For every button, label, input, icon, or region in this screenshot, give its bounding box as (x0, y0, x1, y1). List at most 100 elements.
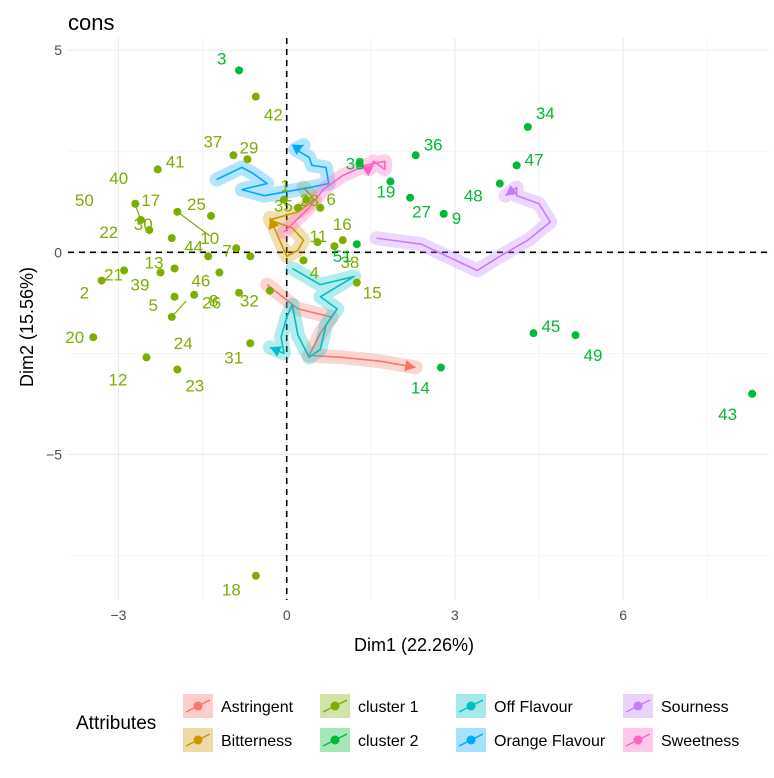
legend-label-bitterness: Bitterness (221, 733, 292, 750)
point-49 (571, 331, 580, 340)
point-label-50: 50 (75, 191, 94, 210)
point-47 (512, 161, 521, 170)
point-label-35: 35 (274, 197, 293, 216)
trajectory-arrow-orange-flavour (291, 144, 304, 155)
point-34 (523, 122, 532, 131)
leader-line-22 (148, 229, 151, 233)
point-label-45: 45 (541, 317, 560, 336)
point-label-16: 16 (333, 215, 352, 234)
trajectory-line-astringent (266, 284, 416, 369)
point-label-40: 40 (109, 169, 128, 188)
point-label-3: 3 (217, 49, 226, 68)
point-label-7: 7 (222, 241, 231, 260)
point-21 (120, 266, 129, 275)
point-5 (170, 292, 179, 301)
point-23 (173, 365, 182, 374)
point-26 (190, 290, 199, 299)
leader-line-24 (171, 300, 187, 318)
point-label-33: 33 (346, 154, 365, 173)
legend-label-cluster-1: cluster 1 (358, 699, 419, 716)
legend-key-point-bitterness (193, 735, 203, 745)
point-label-4: 4 (310, 263, 319, 282)
point-15 (352, 278, 361, 287)
point-label-15: 15 (363, 284, 382, 303)
legend-key-point-off-flavour (466, 701, 476, 711)
point-8 (235, 288, 244, 297)
point-43 (748, 389, 757, 398)
point-label-43: 43 (718, 405, 737, 424)
point-label-22: 22 (99, 223, 118, 242)
x-tick-label: 0 (283, 607, 291, 623)
legend-label-astringent: Astringent (221, 699, 294, 716)
point-1 (302, 195, 311, 204)
point-label-44: 44 (184, 237, 203, 256)
trajectories (209, 138, 558, 375)
point-label-34: 34 (536, 104, 555, 123)
point-36 (411, 151, 420, 160)
point-label-39: 39 (131, 276, 150, 295)
legend-label-sourness: Sourness (661, 699, 729, 716)
y-axis-label: Dim2 (15.56%) (17, 267, 37, 387)
point-29 (243, 155, 252, 164)
legend-key-point-sweetness (633, 735, 643, 745)
point-41 (153, 165, 162, 174)
point-label-20: 20 (65, 328, 84, 347)
point-label-29: 29 (239, 138, 258, 157)
point-42 (251, 92, 260, 101)
legend-key-point-astringent (193, 701, 203, 711)
point-label-6: 6 (326, 190, 335, 209)
point-37 (229, 151, 238, 160)
point-27 (406, 193, 415, 202)
point-label-49: 49 (584, 346, 603, 365)
point-11 (313, 238, 322, 247)
point-30 (167, 234, 176, 243)
point-48 (495, 179, 504, 188)
point-label-37: 37 (203, 132, 222, 151)
legend-entry-astringent: Astringent (183, 694, 294, 718)
x-axis-label: Dim1 (22.26%) (354, 635, 474, 655)
point-label-48: 48 (464, 187, 483, 206)
chart-title: cons (68, 10, 114, 35)
legend-title: Attributes (76, 713, 156, 734)
x-tick-label: −3 (110, 607, 126, 623)
trajectory-arrow-bitterness (268, 217, 280, 230)
point-label-38: 38 (340, 253, 359, 272)
point-25 (207, 211, 216, 220)
legend-label-cluster-2: cluster 2 (358, 733, 419, 750)
point-label-23: 23 (185, 377, 204, 396)
point-label-31: 31 (224, 348, 243, 367)
point-12 (142, 353, 151, 362)
point-7 (246, 252, 255, 261)
trajectory-arrow-sourness (505, 184, 518, 196)
trajectory-line-bitterness (269, 187, 316, 258)
point-6 (316, 203, 325, 212)
legend-label-sweetness: Sweetness (661, 733, 739, 750)
point-18 (251, 571, 260, 580)
point-label-28: 28 (300, 191, 319, 210)
point-label-5: 5 (149, 296, 158, 315)
point-label-27: 27 (412, 203, 431, 222)
point-44 (204, 252, 213, 261)
point-label-13: 13 (145, 253, 164, 272)
tick-labels: −3 0 3 6−505 (46, 42, 627, 623)
point-46 (215, 268, 224, 277)
trajectory-line-sweetness (283, 160, 386, 233)
point-32 (265, 286, 274, 295)
legend-entry-off-flavour: Off Flavour (456, 694, 574, 718)
point-45 (529, 329, 538, 338)
point-label-9: 9 (452, 209, 461, 228)
legend-key-point-orange-flavour (466, 735, 476, 745)
point-10 (232, 244, 241, 253)
legend-entry-bitterness: Bitterness (183, 728, 292, 752)
point-label-10: 10 (200, 229, 219, 248)
point-label-2: 2 (80, 284, 89, 303)
point-label-24: 24 (174, 334, 193, 353)
point-label-47: 47 (525, 150, 544, 169)
leader-line-50 (135, 206, 142, 221)
y-tick-label: 0 (54, 244, 62, 260)
trajectory-arrow-astringent (404, 359, 416, 372)
point-9 (439, 209, 448, 218)
